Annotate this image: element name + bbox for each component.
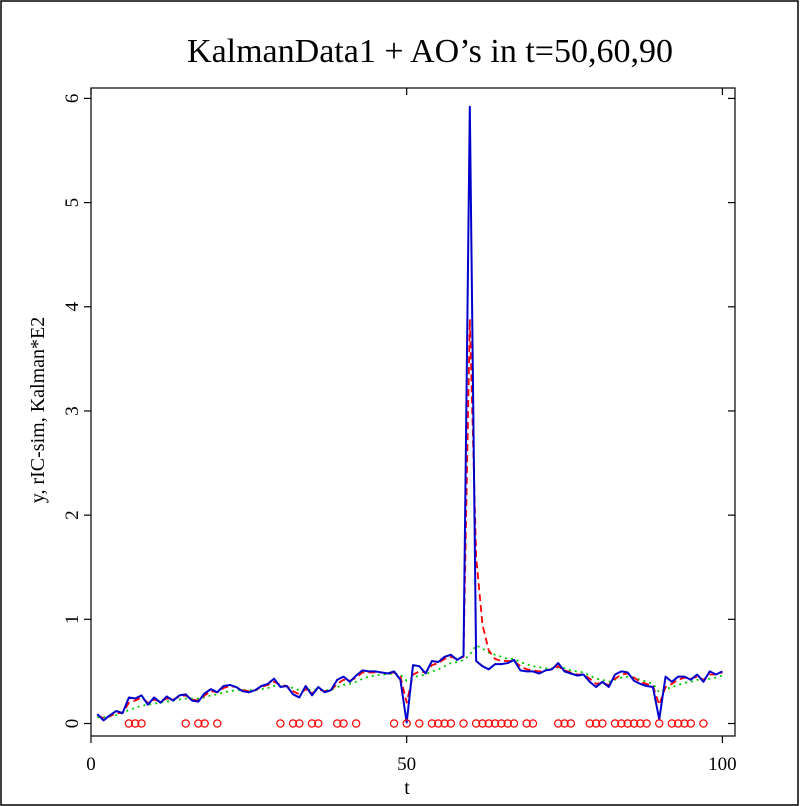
marker-point-31 [528, 719, 538, 728]
marker-point-24 [478, 719, 487, 728]
x-tick-label-0: 0 [86, 754, 96, 775]
marker-point-48 [686, 719, 696, 728]
marker-point-40 [623, 719, 632, 728]
series-line-y [96, 105, 723, 724]
marker-point-47 [680, 719, 689, 728]
marker-point-16 [402, 719, 411, 728]
marker-point-36 [591, 719, 601, 728]
x-tick-label-100: 100 [708, 754, 737, 775]
marker-point-30 [522, 719, 531, 728]
x-axis-label: t [404, 777, 410, 799]
marker-point-10 [307, 719, 317, 728]
marker-point-19 [434, 719, 443, 728]
marker-point-12 [333, 719, 342, 728]
marker-point-17 [415, 719, 424, 728]
y-tick-label-4: 4 [62, 302, 83, 312]
marker-point-49 [699, 719, 708, 728]
marker-point-29 [509, 719, 519, 728]
marker-point-35 [585, 719, 594, 728]
marker-point-8 [288, 719, 298, 728]
marker-point-38 [610, 719, 620, 728]
marker-point-32 [554, 719, 563, 728]
plot-frame [90, 87, 736, 737]
marker-point-39 [617, 719, 626, 728]
marker-point-28 [503, 719, 512, 728]
marker-point-14 [351, 719, 361, 728]
marker-point-41 [629, 719, 639, 728]
marker-point-46 [673, 719, 683, 728]
marker-point-34 [566, 719, 576, 728]
marker-point-18 [427, 719, 437, 728]
marker-point-2 [137, 719, 146, 728]
marker-point-9 [295, 719, 304, 728]
series-lines [96, 105, 723, 724]
marker-point-15 [389, 719, 399, 728]
marker-point-0 [124, 719, 134, 728]
y-tick-label-3: 3 [62, 406, 83, 416]
marker-point-27 [497, 719, 506, 728]
y-tick-label-2: 2 [62, 510, 83, 520]
marker-point-25 [484, 719, 493, 728]
marker-point-11 [314, 719, 323, 728]
marker-point-5 [200, 719, 209, 728]
marker-point-7 [276, 719, 285, 728]
marker-point-1 [130, 719, 140, 728]
y-axis-label: y, rIC-sim, Kalman*E2 [27, 317, 49, 503]
y-tick-label-0: 0 [62, 719, 83, 729]
marker-point-33 [560, 719, 569, 728]
y-tick-label-1: 1 [62, 615, 83, 625]
marker-point-21 [446, 719, 456, 728]
chart-title: KalmanData1 + AO’s in t=50,60,90 [187, 33, 673, 70]
marker-point-3 [181, 719, 190, 728]
marker-point-44 [655, 719, 664, 728]
marker-point-20 [440, 719, 449, 728]
x-tick-label-50: 50 [397, 754, 416, 775]
marker-point-13 [339, 719, 348, 728]
y-tick-label-6: 6 [62, 94, 83, 104]
marker-point-26 [490, 719, 500, 728]
marker-point-4 [194, 719, 203, 728]
marker-point-22 [459, 719, 468, 728]
marker-point-42 [636, 719, 645, 728]
axis-ticks: 0 50 100 0 1 2 3 4 5 6 [62, 88, 737, 775]
series-line-rIC [96, 318, 723, 720]
outlier-markers [124, 719, 708, 728]
marker-point-37 [598, 719, 607, 728]
marker-point-45 [667, 719, 677, 728]
marker-point-43 [642, 719, 651, 728]
y-tick-label-5: 5 [62, 198, 83, 208]
marker-point-6 [213, 719, 222, 728]
marker-point-23 [471, 719, 481, 728]
